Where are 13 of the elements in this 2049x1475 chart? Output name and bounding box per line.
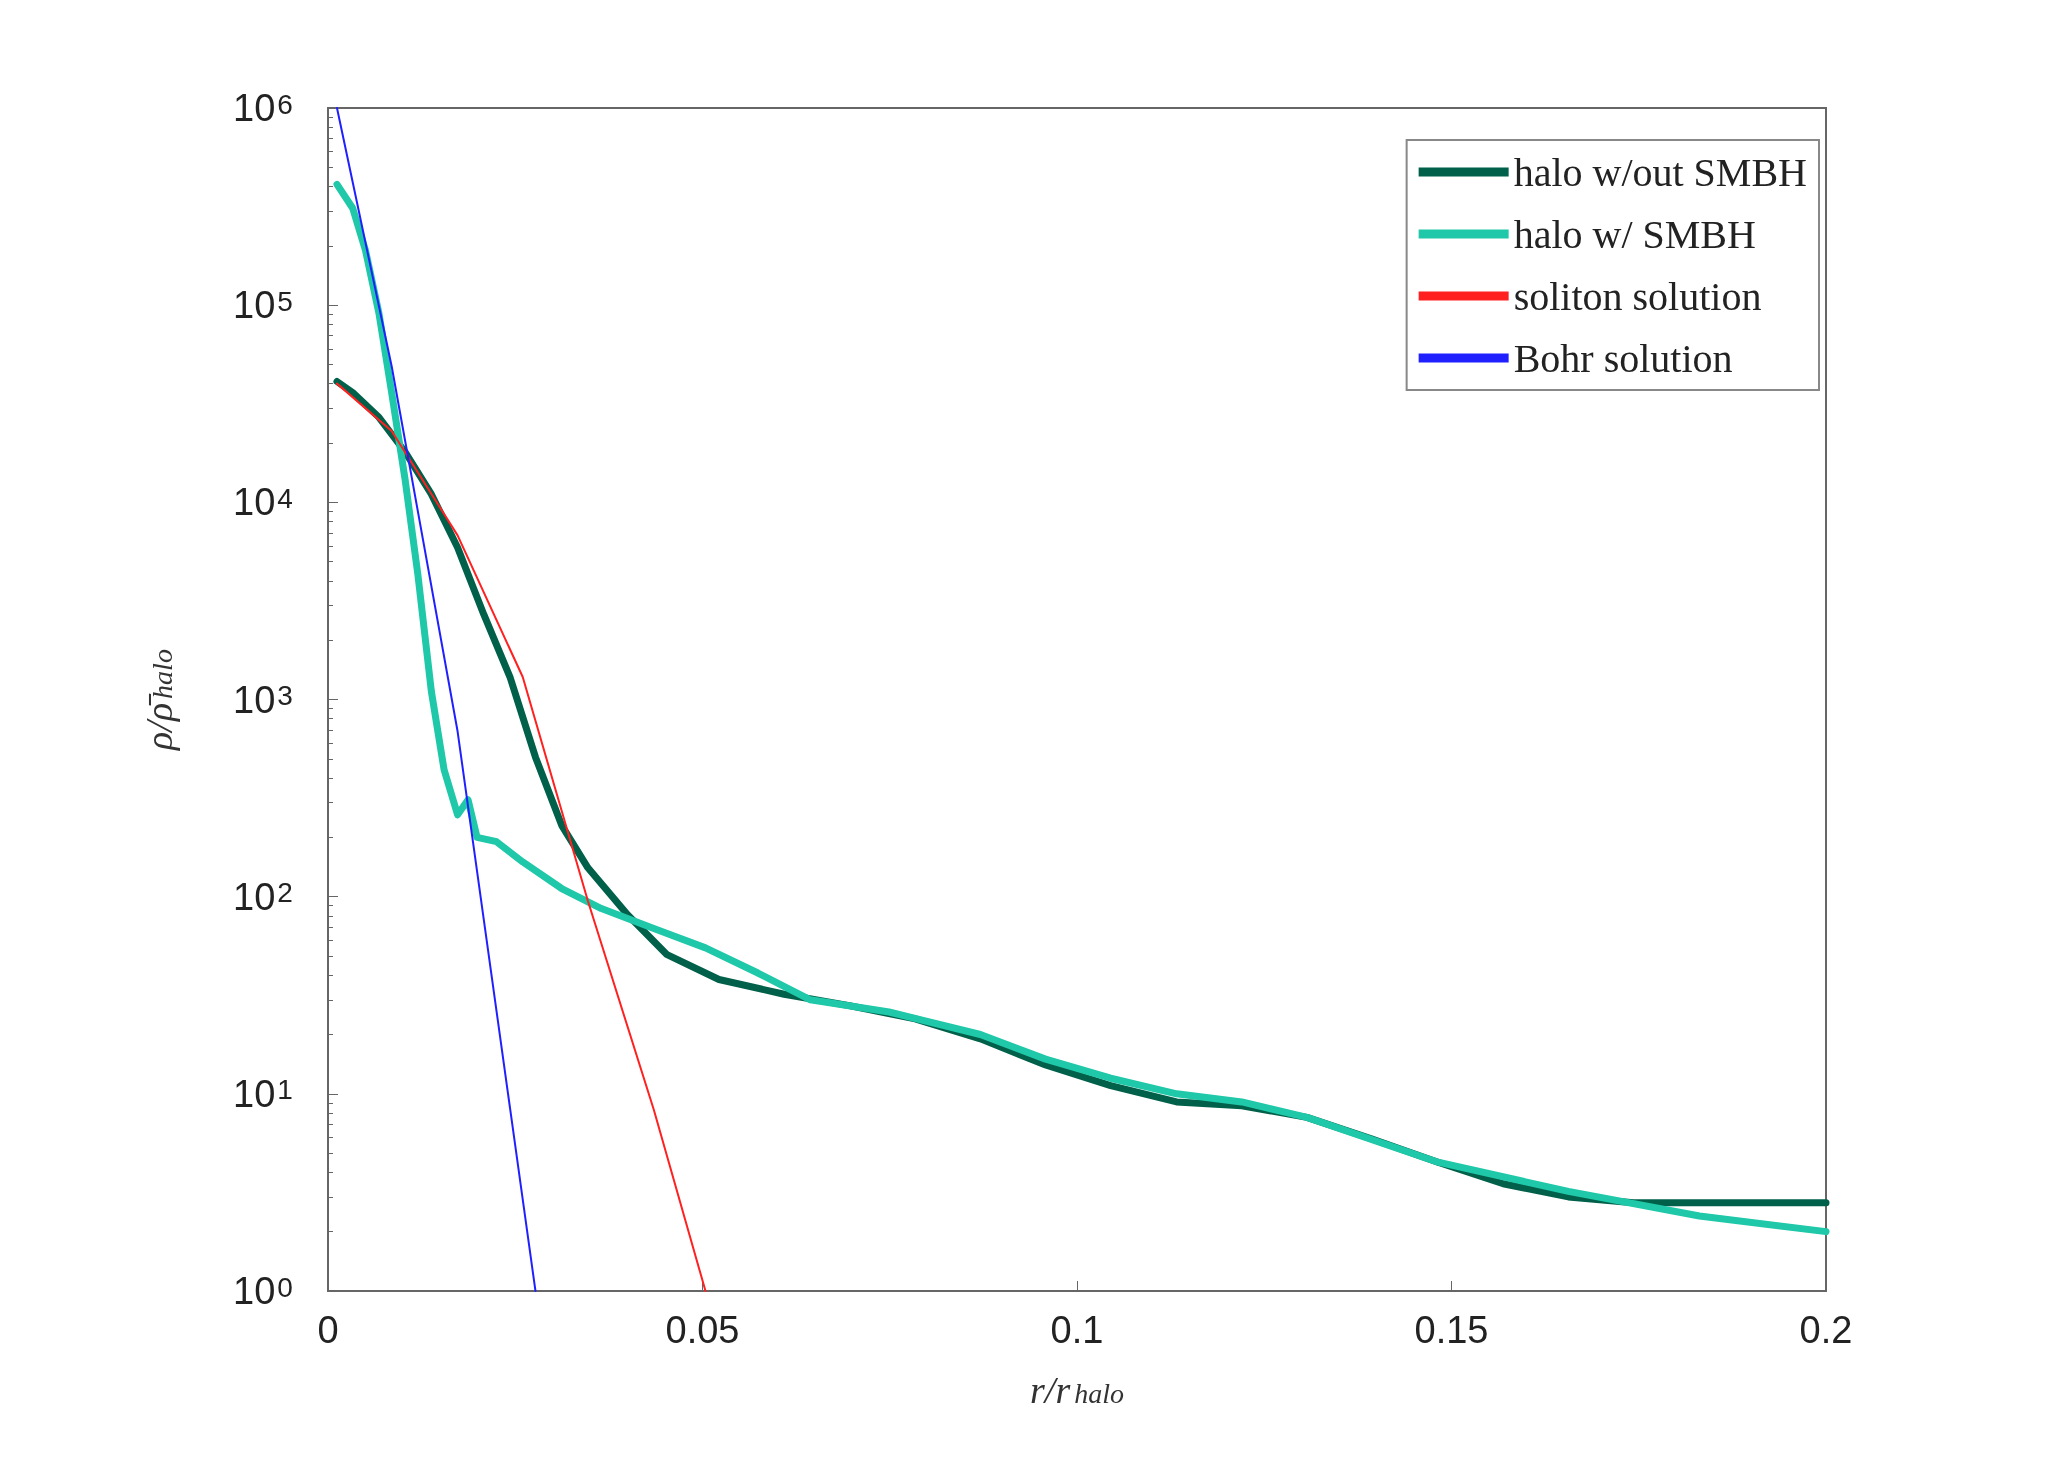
legend-label: Bohr solution <box>1513 335 1733 381</box>
x-tick-label: 0.15 <box>1414 1309 1489 1351</box>
y-axis-title: ρ/ρ̄halo <box>138 649 180 751</box>
x-tick-label: 0.05 <box>665 1309 740 1351</box>
x-tick-label: 0 <box>317 1309 339 1351</box>
line-series <box>335 382 707 1292</box>
x-tick-label: 0.1 <box>1050 1309 1104 1351</box>
legend-label: soliton solution <box>1513 273 1762 319</box>
x-tick-label: 0.2 <box>1799 1309 1853 1351</box>
x-axis-title: r/rhalo <box>1030 1369 1124 1411</box>
legend-label: halo w/ SMBH <box>1513 211 1756 257</box>
legend-label: halo w/out SMBH <box>1513 149 1807 195</box>
line-series <box>335 107 537 1292</box>
